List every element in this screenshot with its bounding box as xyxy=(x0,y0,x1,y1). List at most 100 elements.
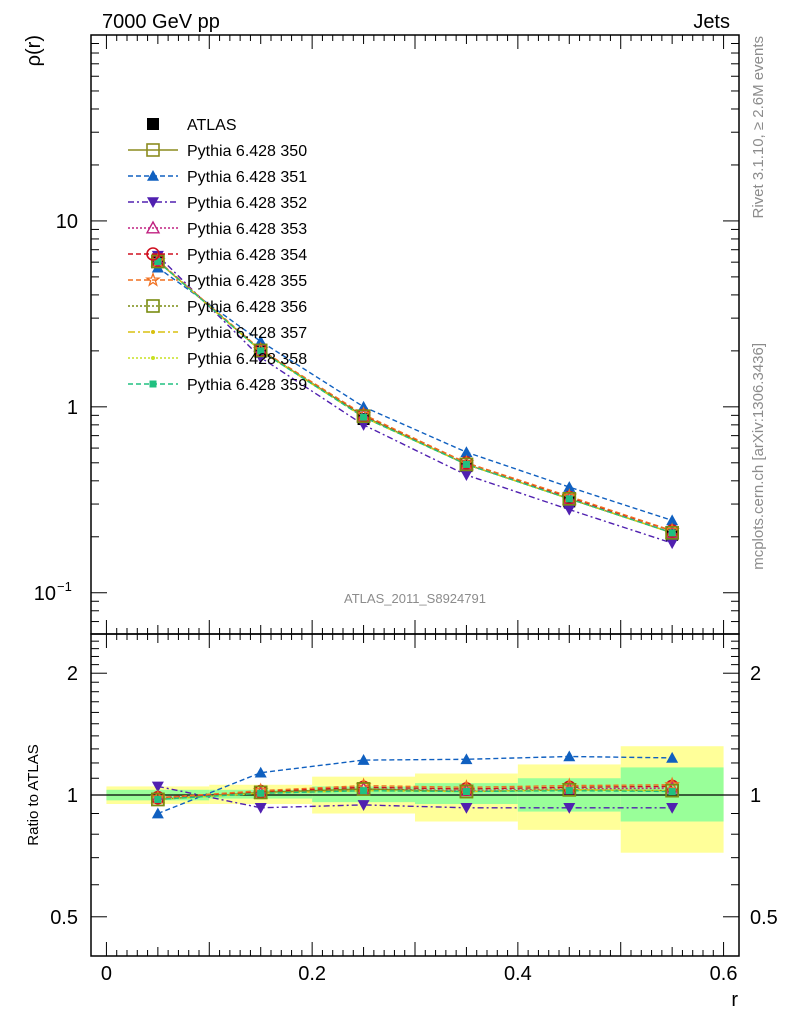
series-7-point xyxy=(459,457,474,472)
series-2-point xyxy=(357,400,370,412)
static-text: 7000 GeV pp Jets ATLAS_2011_S8924791 Riv… xyxy=(23,11,778,1011)
axis-ticks xyxy=(91,34,739,957)
legend-item-10: Pythia 6.428 359 xyxy=(128,377,307,394)
series-3-point xyxy=(460,470,473,481)
watermark: ATLAS_2011_S8924791 xyxy=(344,591,486,606)
series-10-point xyxy=(668,529,676,537)
series-3-point xyxy=(563,504,576,516)
series-2-line xyxy=(157,267,673,522)
ratio-series-1-point xyxy=(357,754,370,765)
rivet-label: Rivet 3.1.10, ≥ 2.6M events xyxy=(750,36,767,219)
legend-marker xyxy=(145,220,161,234)
x-tick-label: 0.2 xyxy=(298,963,326,985)
legend-item-8: Pythia 6.428 357 xyxy=(128,325,307,342)
legend-label: Pythia 6.428 352 xyxy=(187,195,307,212)
series-3-line xyxy=(157,255,673,544)
x-tick-label: 0.4 xyxy=(504,963,532,985)
legend: ATLAS Pythia 6.428 350 Pythia 6.428 351 Pyt… xyxy=(128,117,307,394)
series-lines xyxy=(157,255,673,815)
legend-marker xyxy=(151,330,155,334)
series-10-point xyxy=(154,257,162,265)
legend-label: Pythia 6.428 356 xyxy=(187,299,307,316)
header-right: Jets xyxy=(693,11,730,33)
series-10-line xyxy=(157,260,673,534)
ratio-series-2-point xyxy=(151,781,164,793)
legend-marker xyxy=(146,247,160,261)
legend-label: ATLAS xyxy=(187,117,237,134)
x-tick-label: 0 xyxy=(101,963,112,985)
legend-marker xyxy=(151,356,155,360)
legend-item-7: Pythia 6.428 356 xyxy=(128,299,307,316)
legend-item-3: Pythia 6.428 352 xyxy=(128,195,307,212)
ratio-series-4-line xyxy=(157,785,673,799)
ratio-series-9-point xyxy=(154,795,162,803)
series-markers xyxy=(150,250,680,819)
y-tick-label: 10 xyxy=(56,211,78,233)
ratio-series-1-point xyxy=(254,766,267,778)
header-left: 7000 GeV pp xyxy=(102,11,220,33)
ratio-series-9-point xyxy=(668,788,676,796)
ratio-y-tick-label-right: 2 xyxy=(750,663,761,685)
legend-item-6: Pythia 6.428 355 xyxy=(128,271,307,290)
legend-marker xyxy=(146,143,160,157)
legend-marker xyxy=(146,299,160,313)
legend-label: Pythia 6.428 354 xyxy=(187,247,307,264)
ratio-series-2-point xyxy=(666,802,679,814)
series-7-point xyxy=(253,343,268,358)
y-tick-label: 1 xyxy=(67,397,78,419)
x-axis-label: r xyxy=(731,989,738,1011)
legend-marker xyxy=(149,380,157,388)
ratio-series-9-point xyxy=(565,787,573,795)
ratio-series-1-point xyxy=(563,750,576,762)
ratio-y-tick-label-right: 1 xyxy=(750,785,761,807)
legend-label: Pythia 6.428 351 xyxy=(187,169,307,186)
series-2-point xyxy=(563,481,576,492)
series-7-point xyxy=(356,409,371,424)
legend-item-4: Pythia 6.428 353 xyxy=(128,220,307,238)
y-tick-label-exponent: −1 xyxy=(57,579,72,594)
x-tick-label: 0.6 xyxy=(710,963,738,985)
legend-item-2: Pythia 6.428 351 xyxy=(128,169,307,186)
series-10-point xyxy=(360,413,368,421)
y-axis-label: ρ(r) xyxy=(23,35,45,66)
ratio-series-2-point xyxy=(460,802,473,814)
series-10-point xyxy=(462,460,470,468)
ratio-series-9-line xyxy=(157,789,673,801)
legend-marker xyxy=(147,170,159,181)
series-2-point xyxy=(460,446,473,458)
ratio-series-6-point xyxy=(356,782,371,796)
ratio-series-9-point xyxy=(360,787,368,795)
legend-label: Pythia 6.428 353 xyxy=(187,221,307,238)
ratio-y-tick-label: 0.5 xyxy=(50,907,78,929)
ratio-series-2-point xyxy=(563,802,576,814)
ratio-y-tick-label: 1 xyxy=(67,785,78,807)
legend-label: Pythia 6.428 359 xyxy=(187,377,307,394)
ratio-series-6-point xyxy=(665,783,679,798)
legend-label: Pythia 6.428 357 xyxy=(187,325,307,342)
series-7-point xyxy=(562,492,577,506)
ratio-series-6-point xyxy=(151,792,165,807)
legend-item-9: Pythia 6.428 358 xyxy=(128,351,307,368)
ratio-series-6-point xyxy=(562,783,577,797)
legend-label: Pythia 6.428 358 xyxy=(187,351,307,368)
legend-label: Pythia 6.428 350 xyxy=(187,143,307,160)
ratio-series-1-line xyxy=(157,755,673,815)
mcplots-label: mcplots.cern.ch [arXiv:1306.3436] xyxy=(750,343,767,570)
legend-item-1: Pythia 6.428 350 xyxy=(128,143,307,160)
legend-label: Pythia 6.428 355 xyxy=(187,273,307,290)
ratio-series-6-point xyxy=(459,784,474,799)
ratio-series-1-point xyxy=(151,807,164,819)
series-7-point xyxy=(151,254,165,269)
series-7-point xyxy=(665,526,679,540)
y-tick-label: 10 xyxy=(34,583,56,605)
series-10-point xyxy=(257,347,265,355)
ratio-series-1-point xyxy=(666,751,679,763)
legend-marker xyxy=(145,271,161,287)
ratio-series-2-point xyxy=(357,800,370,811)
ratio-y-axis-label: Ratio to ATLAS xyxy=(25,744,42,845)
series-10-point xyxy=(565,495,573,503)
ratio-series-6-point xyxy=(253,785,268,800)
legend-marker xyxy=(147,197,159,208)
